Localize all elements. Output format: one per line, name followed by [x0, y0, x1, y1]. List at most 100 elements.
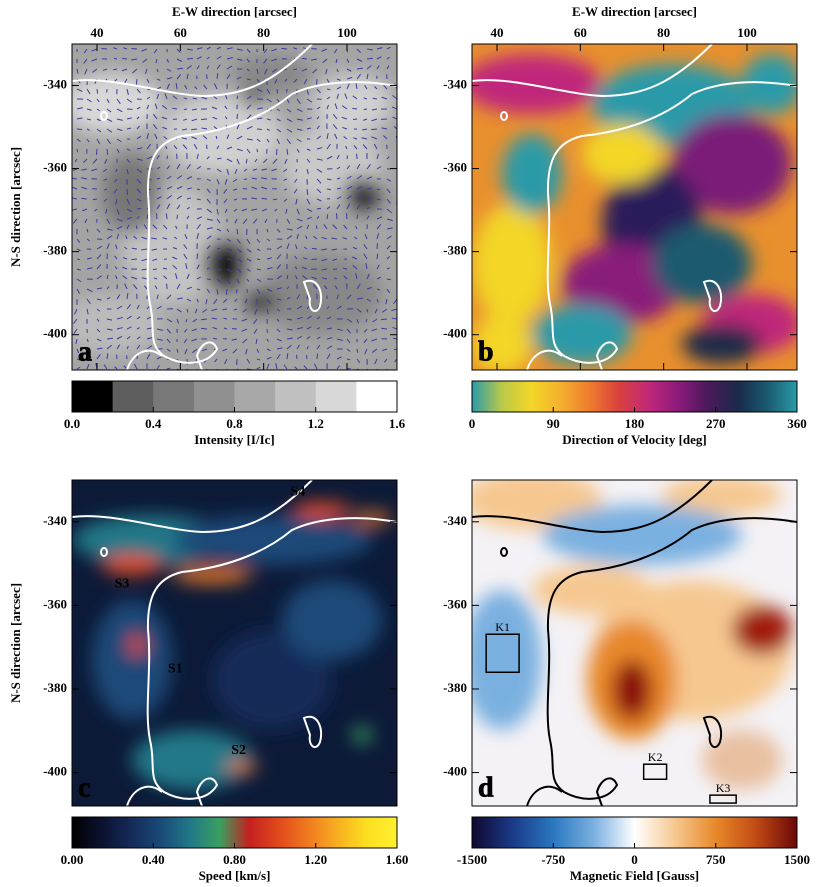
velocity-arrow — [176, 308, 182, 313]
velocity-arrow — [333, 48, 338, 54]
velocity-arrow — [162, 237, 168, 240]
velocity-arrow — [276, 128, 282, 133]
velocity-arrow — [216, 145, 220, 150]
velocity-arrow — [311, 276, 318, 280]
velocity-arrow — [91, 58, 98, 62]
velocity-arrow — [206, 288, 211, 294]
x-tick-label: 60 — [174, 25, 187, 40]
velocity-arrow — [183, 97, 188, 100]
velocity-arrow — [106, 218, 111, 224]
velocity-arrow — [346, 165, 351, 170]
colorbar-segment — [193, 381, 235, 412]
velocity-arrow — [346, 76, 353, 80]
velocity-arrow — [356, 348, 359, 353]
velocity-arrow — [286, 328, 293, 331]
velocity-arrow — [106, 228, 113, 231]
velocity-arrow — [386, 227, 393, 230]
velocity-arrow — [266, 356, 272, 360]
velocity-arrow — [296, 108, 303, 113]
velocity-arrow — [286, 274, 289, 280]
velocity-arrow — [211, 308, 218, 312]
velocity-arrow — [386, 267, 391, 270]
velocity-arrow — [156, 187, 162, 190]
velocity-arrow — [152, 123, 158, 130]
velocity-arrow — [196, 276, 201, 280]
velocity-arrow — [266, 267, 273, 270]
velocity-arrow — [226, 278, 231, 285]
velocity-arrow — [72, 177, 78, 180]
velocity-arrow — [182, 144, 188, 150]
velocity-arrow — [126, 326, 132, 330]
velocity-arrow — [355, 225, 358, 230]
velocity-arrow — [276, 88, 279, 94]
velocity-arrow — [206, 227, 213, 230]
velocity-arrow — [336, 356, 342, 360]
velocity-arrow — [392, 94, 397, 100]
velocity-arrow — [386, 218, 393, 222]
velocity-arrow — [276, 108, 281, 112]
velocity-arrow — [256, 288, 261, 294]
map-blob — [72, 74, 162, 134]
velocity-arrow — [131, 247, 138, 250]
velocity-arrow — [191, 338, 198, 342]
map-blob — [102, 154, 162, 234]
velocity-arrow — [224, 208, 228, 214]
velocity-arrow — [115, 168, 118, 173]
velocity-arrow — [286, 337, 293, 340]
velocity-arrow — [326, 305, 330, 310]
velocity-arrow — [376, 65, 380, 70]
velocity-arrow — [96, 108, 100, 112]
velocity-arrow — [216, 257, 222, 260]
velocity-arrow — [355, 83, 358, 90]
velocity-arrow — [86, 308, 89, 315]
velocity-arrow — [346, 175, 352, 180]
velocity-arrow — [356, 185, 363, 190]
velocity-arrow — [216, 278, 222, 283]
velocity-arrow — [316, 304, 320, 310]
velocity-arrow — [306, 117, 312, 120]
velocity-arrow — [196, 298, 199, 303]
velocity-arrow — [323, 285, 328, 290]
velocity-arrow — [72, 186, 78, 190]
velocity-arrow — [276, 118, 281, 122]
velocity-arrow — [376, 216, 383, 220]
velocity-arrow — [365, 318, 368, 323]
velocity-arrow — [236, 158, 240, 165]
velocity-arrow — [311, 247, 318, 250]
velocity-arrow — [226, 73, 231, 80]
velocity-arrow — [336, 365, 341, 370]
velocity-arrow — [371, 338, 378, 342]
velocity-arrow — [212, 326, 218, 330]
velocity-arrow — [386, 256, 391, 260]
velocity-arrow — [146, 214, 149, 220]
velocity-arrow — [371, 136, 378, 140]
map-panel — [472, 480, 797, 806]
velocity-arrow — [146, 78, 150, 84]
velocity-arrow — [251, 177, 258, 180]
velocity-arrow — [392, 116, 397, 120]
colorbar-tick-label: 360 — [787, 416, 807, 431]
y-tick-label: -340 — [43, 513, 67, 528]
velocity-arrow — [236, 48, 243, 51]
velocity-arrow — [316, 188, 322, 194]
velocity-arrow — [116, 108, 123, 113]
velocity-arrow — [346, 358, 351, 361]
velocity-arrow — [336, 196, 342, 200]
velocity-arrow — [316, 116, 320, 120]
velocity-arrow — [366, 65, 372, 70]
velocity-arrow — [363, 253, 368, 260]
velocity-arrow — [385, 298, 388, 305]
velocity-arrow — [106, 235, 113, 240]
velocity-arrow — [86, 228, 89, 233]
velocity-arrow — [343, 136, 348, 140]
velocity-arrow — [315, 225, 318, 230]
velocity-arrow — [254, 308, 258, 315]
velocity-arrow — [196, 65, 200, 70]
velocity-arrow — [144, 68, 148, 75]
velocity-arrow — [352, 95, 358, 100]
velocity-arrow — [306, 326, 312, 330]
velocity-arrow — [136, 135, 142, 140]
velocity-arrow — [105, 208, 108, 214]
velocity-arrow — [376, 188, 381, 191]
velocity-arrow — [116, 128, 123, 131]
